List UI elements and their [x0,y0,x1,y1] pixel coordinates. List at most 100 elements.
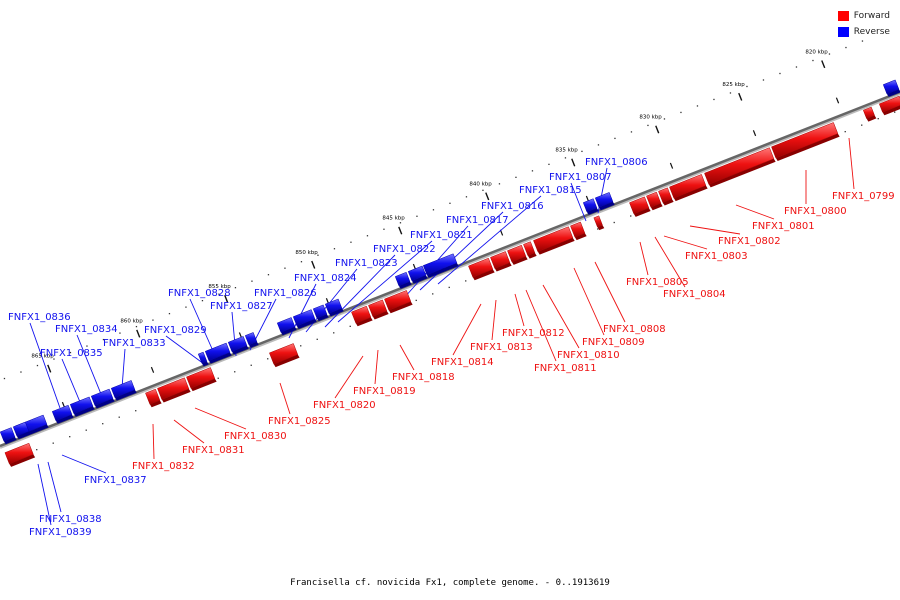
leader-line [194,407,247,430]
leader-line [334,355,364,399]
gene-box-reverse[interactable] [882,79,900,97]
tick-label: 830 kbp [639,115,662,121]
gene-label[interactable]: FNFX1_0814 [431,357,494,368]
gene-box-fnfx1-0816[interactable] [407,265,428,284]
gene-box-fnfx1-0835[interactable] [69,396,95,417]
gene-label[interactable]: FNFX1_0809 [582,337,645,348]
gene-box-fnfx1-0834[interactable] [90,388,115,409]
gene-label[interactable]: FNFX1_0822 [373,244,436,255]
gene-box-fnfx1-0817[interactable] [394,271,412,289]
gene-label[interactable]: FNFX1_0808 [603,324,666,335]
gene-box-fnfx1-0802[interactable] [669,174,708,202]
gene-box-fnfx1-0805[interactable] [629,196,651,217]
leader-line [452,303,482,356]
gene-box-fnfx1-0824[interactable] [276,317,297,336]
gene-box-fnfx1-0825[interactable] [269,343,300,368]
gene-label[interactable]: FNFX1_0834 [55,324,118,335]
gene-label[interactable]: FNFX1_0816 [481,201,544,212]
minor-tick [267,358,269,360]
gene-label[interactable]: FNFX1_0836 [8,312,71,323]
gene-label[interactable]: FNFX1_0828 [168,288,231,299]
gene-label[interactable]: FNFX1_0826 [254,288,317,299]
gene-box-fnfx1-0838[interactable] [12,421,31,440]
gene-box-fnfx1-0808[interactable] [593,215,605,231]
gene-label[interactable]: FNFX1_0838 [39,514,102,525]
gene-box-fnfx1-0822[interactable] [312,304,329,322]
minor-tick [746,85,748,88]
gene-label[interactable]: FNFX1_0830 [224,431,287,442]
minor-tick [844,130,846,133]
minor-tick [448,286,450,289]
gene-box-fnfx1-0821[interactable] [324,298,344,317]
gene-box-fnfx1-0827[interactable] [227,336,249,355]
gene-box-fnfx1-0829[interactable] [197,351,209,367]
gene-box-fnfx1-0833[interactable] [110,380,137,401]
gene-box-forward[interactable] [4,442,36,467]
gene-label[interactable]: FNFX1_0837 [84,475,147,486]
gene-label[interactable]: FNFX1_0799 [832,191,895,202]
gene-box-fnfx1-0811[interactable] [523,241,537,259]
gene-box-fnfx1-0810[interactable] [533,226,575,255]
gene-label[interactable]: FNFX1_0833 [103,338,166,349]
gene-box-fnfx1-0818[interactable] [384,290,413,314]
minor-tick [416,215,418,217]
gene-label[interactable]: FNFX1_0831 [182,445,245,456]
gene-label[interactable]: FNFX1_0802 [718,236,781,247]
gene-label[interactable]: FNFX1_0832 [132,461,195,472]
gene-label[interactable]: FNFX1_0805 [626,277,689,288]
minor-tick [597,144,600,146]
gene-box-fnfx1-0799[interactable] [878,95,900,116]
gene-label[interactable]: FNFX1_0818 [392,372,455,383]
gene-box-fnfx1-0814[interactable] [468,257,495,281]
gene-box-fnfx1-0819[interactable] [368,299,389,320]
gene-box-fnfx1-0801[interactable] [704,147,776,188]
gene-label[interactable]: FNFX1_0800 [784,206,847,217]
gene-box-fnfx1-0803[interactable] [658,187,674,206]
gene-label[interactable]: FNFX1_0810 [557,350,620,361]
gene-box-fnfx1-0820[interactable] [351,305,373,327]
gene-label[interactable]: FNFX1_0820 [313,400,376,411]
gene-label[interactable]: FNFX1_0803 [685,251,748,262]
gene-box-fnfx1-0806[interactable] [594,192,615,211]
leader-line [173,419,205,444]
gene-box-fnfx1-0839[interactable] [0,427,17,445]
gene-label[interactable]: FNFX1_0821 [410,230,473,241]
gene-box-forward[interactable] [862,106,877,122]
gene-label[interactable]: FNFX1_0825 [268,416,331,427]
gene-box-fnfx1-0813[interactable] [490,251,512,272]
gene-box-fnfx1-0832[interactable] [145,388,162,408]
leader-line [594,261,626,323]
gene-label[interactable]: FNFX1_0806 [585,157,648,168]
gene-box-fnfx1-0826[interactable] [244,332,259,348]
gene-label[interactable]: FNFX1_0804 [663,289,726,300]
gene-box-fnfx1-0807[interactable] [582,198,599,215]
gene-label[interactable]: FNFX1_0823 [335,258,398,269]
gene-label[interactable]: FNFX1_0811 [534,363,597,374]
gene-box-fnfx1-0823[interactable] [292,309,317,329]
minor-tick [449,202,451,204]
gene-label[interactable]: FNFX1_0812 [502,328,565,339]
gene-label[interactable]: FNFX1_0835 [40,348,103,359]
gene-label[interactable]: FNFX1_0817 [446,215,509,226]
gene-box-fnfx1-0828[interactable] [204,342,232,364]
gene-label[interactable]: FNFX1_0839 [29,527,92,538]
gene-label[interactable]: FNFX1_0827 [210,301,273,312]
gene-box-fnfx1-0809[interactable] [570,221,587,241]
gene-box-fnfx1-0804[interactable] [646,191,663,211]
gene-box-fnfx1-0831[interactable] [157,377,191,403]
gene-label[interactable]: FNFX1_0815 [519,185,582,196]
gene-box-fnfx1-0830[interactable] [186,367,217,392]
gene-label[interactable]: FNFX1_0819 [353,386,416,397]
gene-label[interactable]: FNFX1_0801 [752,221,815,232]
gene-box-fnfx1-0815[interactable] [422,253,459,278]
minor-tick [696,105,699,107]
gene-label[interactable]: FNFX1_0824 [294,273,357,284]
gene-box-fnfx1-0836[interactable] [51,404,74,424]
gene-box-fnfx1-0812[interactable] [507,244,528,265]
minor-tick [3,377,6,380]
gene-label[interactable]: FNFX1_0813 [470,342,533,353]
minor-tick [465,280,467,282]
gene-label[interactable]: FNFX1_0807 [549,172,612,183]
gene-box-fnfx1-0800[interactable] [771,122,840,162]
gene-label[interactable]: FNFX1_0829 [144,325,207,336]
